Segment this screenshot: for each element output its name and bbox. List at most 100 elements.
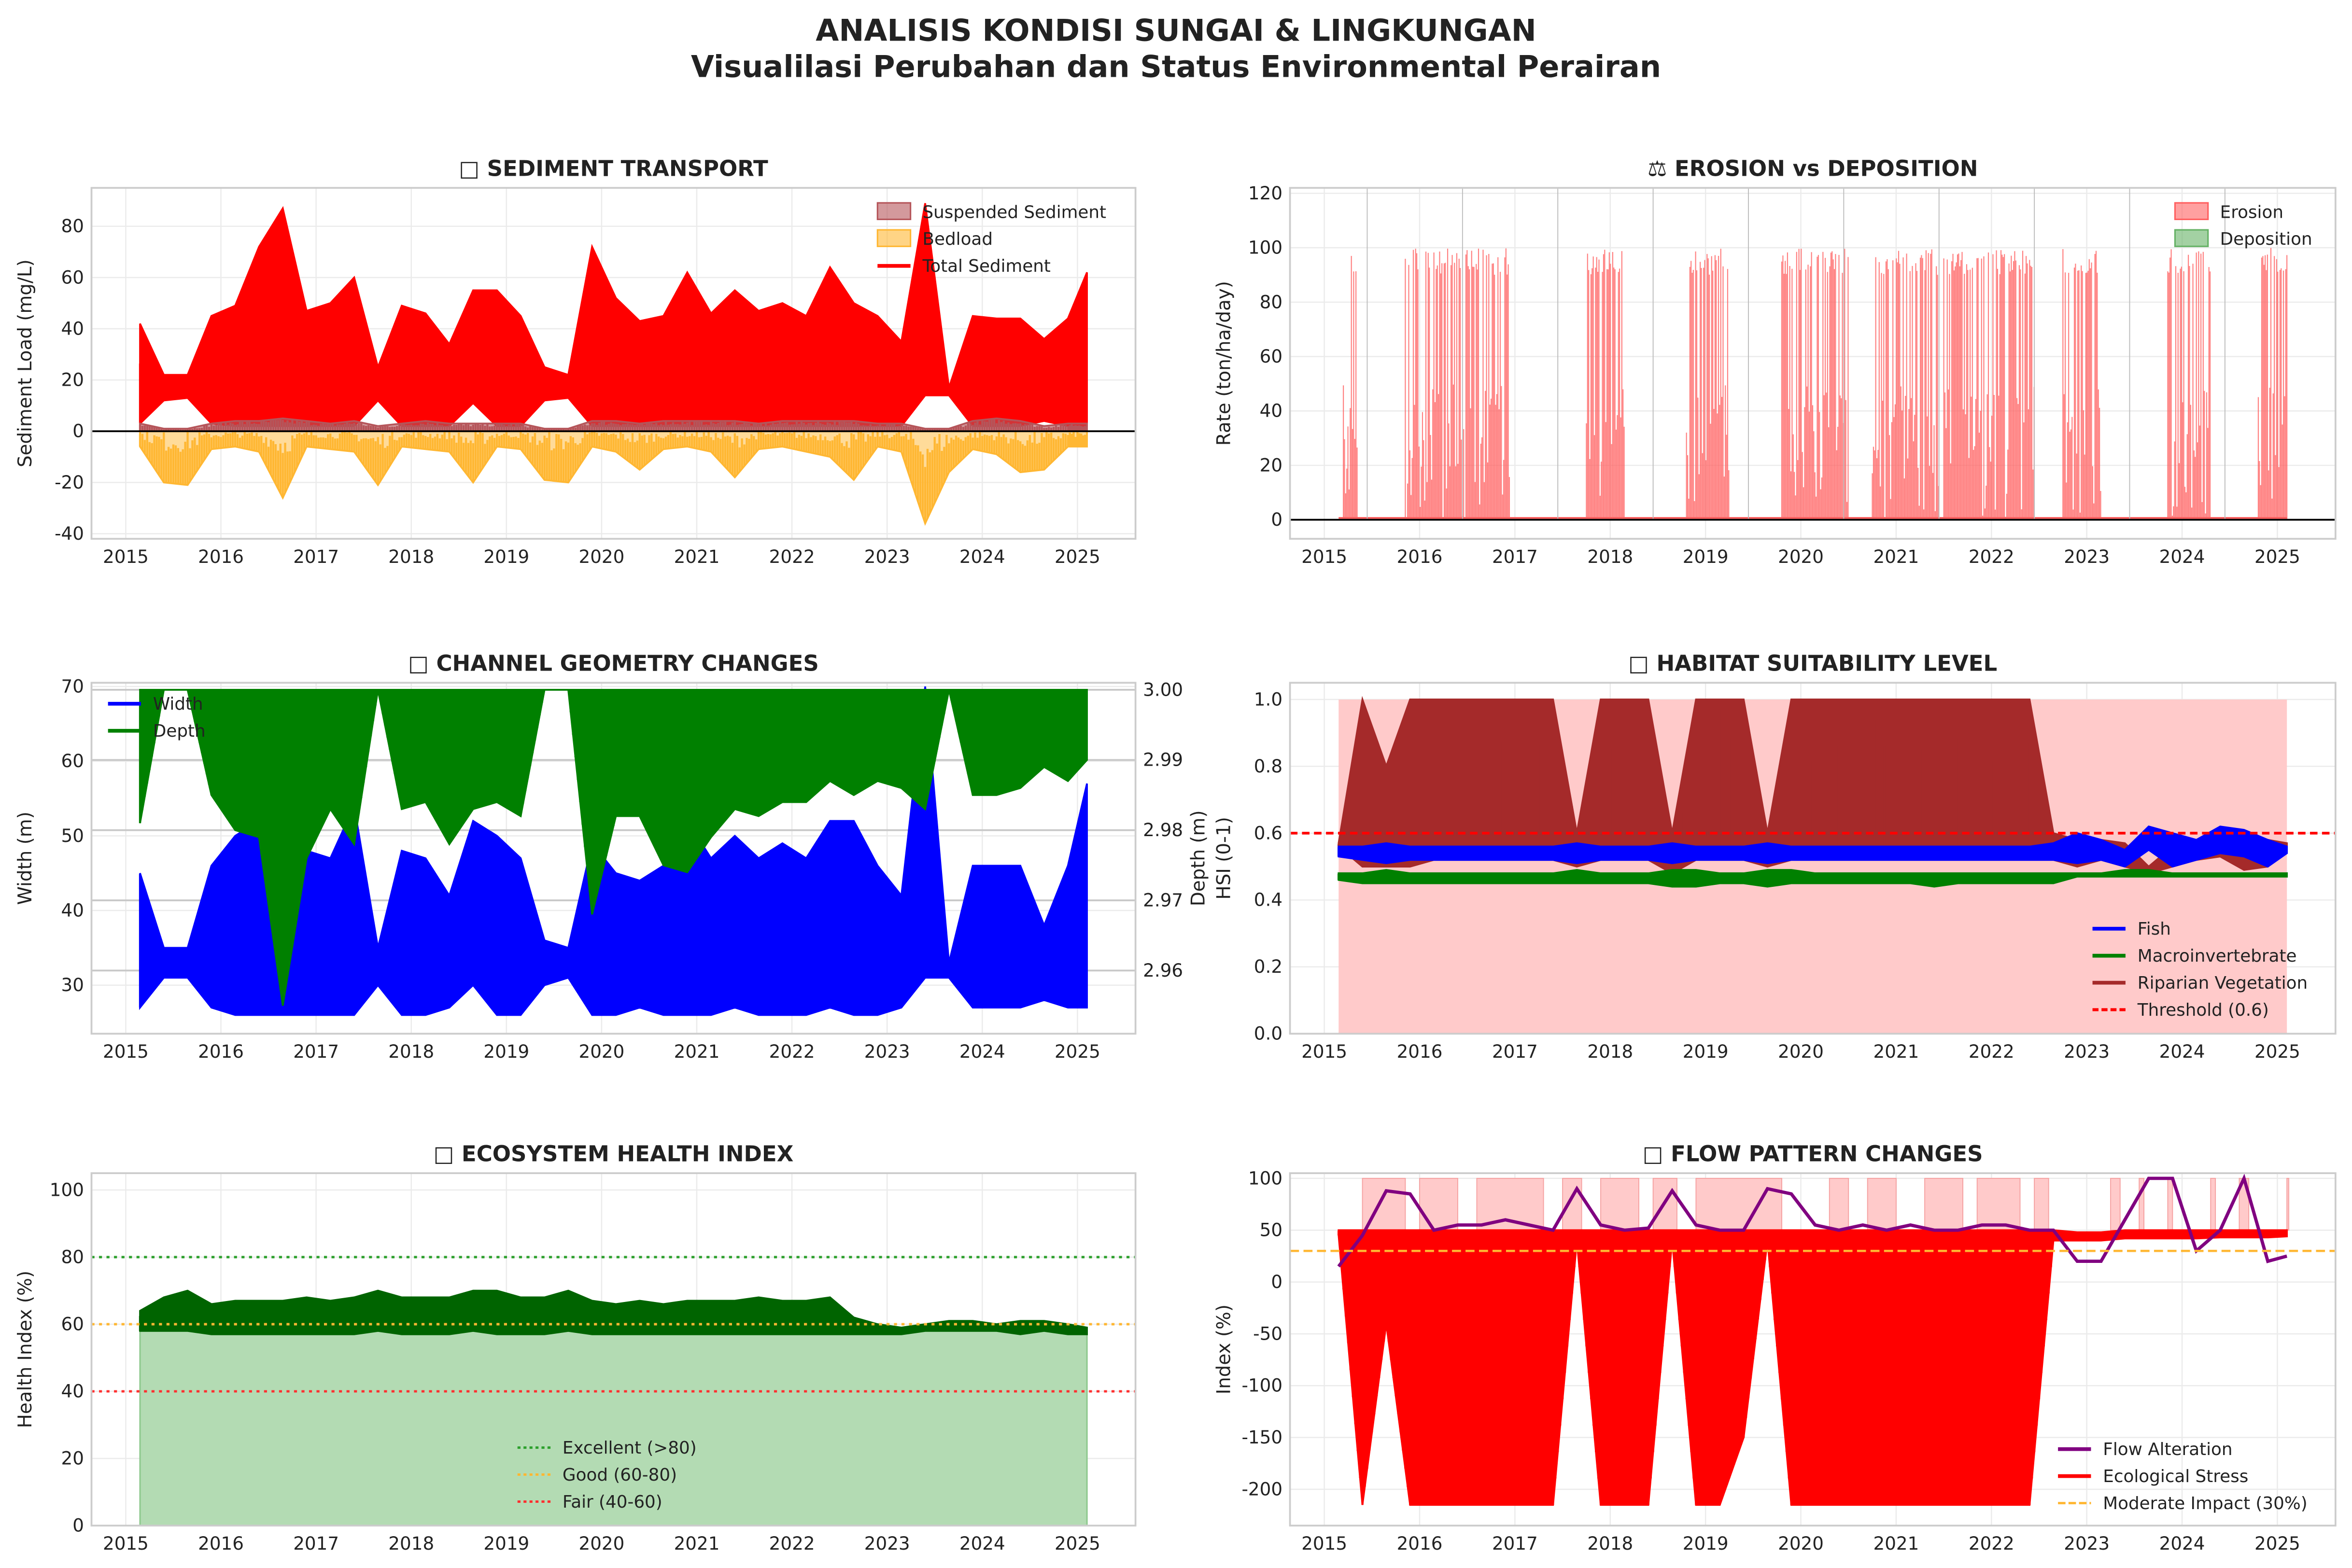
legend: Erosion Deposition — [2174, 202, 2312, 249]
legend-label: Good (60-80) — [563, 1465, 677, 1485]
plot-frame — [1289, 187, 2337, 540]
x-tick-label: 2015 — [103, 1041, 149, 1062]
y-tick-label: 0.6 — [1254, 822, 1282, 843]
x-tick-label: 2022 — [769, 546, 815, 567]
y-axis-label: Health Index (%) — [14, 1271, 36, 1428]
x-tick-label: 2019 — [1683, 1533, 1729, 1554]
x-tick-label: 2020 — [1778, 546, 1824, 567]
y-tick-label: 60 — [1260, 346, 1282, 367]
plot-frame — [1289, 682, 2337, 1035]
x-tick-label: 2023 — [864, 546, 910, 567]
y-tick-label: 20 — [61, 369, 84, 391]
legend-patch — [876, 229, 912, 247]
panel-title: □ HABITAT SUITABILITY LEVEL — [1628, 650, 1997, 676]
x-tick-label: 2017 — [293, 546, 339, 567]
x-tick-label: 2020 — [1778, 1533, 1824, 1554]
high-stress-shading — [2167, 1177, 2173, 1231]
x-tick-label: 2018 — [388, 1533, 434, 1554]
y-tick-label: 80 — [1260, 291, 1282, 312]
high-stress-shading — [1419, 1177, 1458, 1231]
x-tick-label: 2016 — [198, 1041, 244, 1062]
y-axis-label: HSI (0-1) — [1213, 817, 1235, 899]
x-tick-label: 2017 — [1492, 1041, 1538, 1062]
panel-flow: 2015 2016 2017 2018 2019 2020 2021 2022 2023 2024… — [1213, 1141, 2337, 1554]
x-tick-label: 2018 — [1587, 1041, 1633, 1062]
figure-title: ANALISIS KONDISI SUNGAI & LINGKUNGAN — [816, 13, 1536, 48]
x-tick-label: 2023 — [864, 1533, 910, 1554]
y-tick-label: 60 — [61, 266, 84, 288]
x-tick-label: 2021 — [1873, 1041, 1919, 1062]
plot-frame — [90, 187, 1137, 540]
y-tick-label: -200 — [1241, 1478, 1282, 1499]
x-tick-label: 2017 — [293, 1041, 339, 1062]
x-tick-label: 2022 — [1969, 546, 2014, 567]
x-tick-label: 2015 — [1301, 1041, 1347, 1062]
x-tick-label: 2017 — [293, 1533, 339, 1554]
x-tick-label: 2015 — [1301, 546, 1347, 567]
legend-label: Width — [153, 694, 203, 714]
legend-label: Suspended Sediment — [923, 202, 1107, 222]
legend: Width Depth — [108, 694, 206, 741]
legend-label: Bedload — [923, 229, 993, 249]
y-right-tick-label: 3.00 — [1143, 679, 1183, 700]
plot-marks — [91, 1256, 1136, 1526]
y-tick-label: 0.8 — [1254, 756, 1282, 777]
y-tick-label: 0.2 — [1254, 956, 1282, 977]
x-tick-label: 2025 — [2254, 1533, 2300, 1554]
x-tick-label: 2015 — [1301, 1533, 1347, 1554]
figure-subtitle: Visualilasi Perubahan dan Status Environ… — [691, 49, 1661, 84]
y-tick-label: 50 — [61, 825, 84, 846]
plot-frame — [90, 682, 1137, 1035]
panel-title: ⚖ EROSION vs DEPOSITION — [1648, 155, 1978, 181]
y-tick-label: 20 — [61, 1448, 84, 1469]
y-tick-label: 60 — [61, 1313, 84, 1334]
high-stress-shading — [2210, 1177, 2216, 1231]
y-tick-label: 0 — [1271, 509, 1282, 530]
x-tick-label: 2019 — [483, 546, 529, 567]
x-tick-label: 2022 — [1969, 1533, 2014, 1554]
y-tick-label: -100 — [1241, 1375, 1282, 1396]
x-tick-label: 2024 — [2159, 546, 2205, 567]
y-tick-label: 1.0 — [1254, 688, 1282, 710]
panel-sediment: 2015 2016 2017 2018 2019 2020 2021 2022 2023 2024… — [14, 155, 1137, 567]
x-tick-label: 2025 — [2254, 1041, 2300, 1062]
y-tick-label: 0.0 — [1254, 1023, 1282, 1044]
x-tick-label: 2018 — [1587, 546, 1633, 567]
legend: Flow Alteration Ecological Stress Moderate… — [2058, 1440, 2308, 1513]
x-tick-label: 2016 — [1397, 546, 1443, 567]
high-stress-shading — [1562, 1177, 1582, 1231]
high-stress-shading — [1695, 1177, 1782, 1231]
x-tick-label: 2019 — [483, 1533, 529, 1554]
x-tick-label: 2016 — [1397, 1533, 1443, 1554]
x-tick-label: 2025 — [1055, 1533, 1100, 1554]
x-tick-label: 2017 — [1492, 1533, 1538, 1554]
x-tick-label: 2023 — [2064, 546, 2110, 567]
high-stress-shading — [2286, 1177, 2290, 1231]
x-tick-label: 2021 — [1873, 1533, 1919, 1554]
y-tick-label: 80 — [61, 1246, 84, 1267]
x-tick-label: 2023 — [864, 1041, 910, 1062]
y-tick-label: -40 — [55, 523, 84, 544]
y-tick-label: 100 — [1248, 1167, 1282, 1189]
plot-frame — [90, 1172, 1137, 1527]
x-tick-label: 2024 — [2159, 1533, 2205, 1554]
legend-label: Deposition — [2220, 229, 2312, 249]
x-tick-label: 2022 — [769, 1533, 815, 1554]
x-tick-label: 2018 — [388, 546, 434, 567]
x-tick-label: 2019 — [1683, 546, 1729, 567]
y-tick-label: 30 — [61, 974, 84, 995]
x-tick-label: 2016 — [198, 546, 244, 567]
x-tick-label: 2023 — [2064, 1533, 2110, 1554]
high-stress-shading — [2034, 1177, 2049, 1231]
y-tick-label: 100 — [50, 1179, 84, 1200]
y-tick-label: 120 — [1248, 182, 1282, 204]
x-tick-label: 2016 — [198, 1533, 244, 1554]
panel-geometry: 2015 2016 2017 2018 2019 2020 2021 2022 2023 2024… — [14, 650, 1209, 1062]
x-tick-label: 2024 — [2159, 1041, 2205, 1062]
panel-title: □ ECOSYSTEM HEALTH INDEX — [434, 1141, 794, 1166]
legend-label: Total Sediment — [922, 256, 1051, 276]
y-tick-label: 20 — [1260, 454, 1282, 476]
y-right-tick-label: 2.96 — [1143, 960, 1183, 981]
legend-label: Flow Alteration — [2103, 1440, 2232, 1459]
panel-title: □ SEDIMENT TRANSPORT — [459, 155, 768, 181]
